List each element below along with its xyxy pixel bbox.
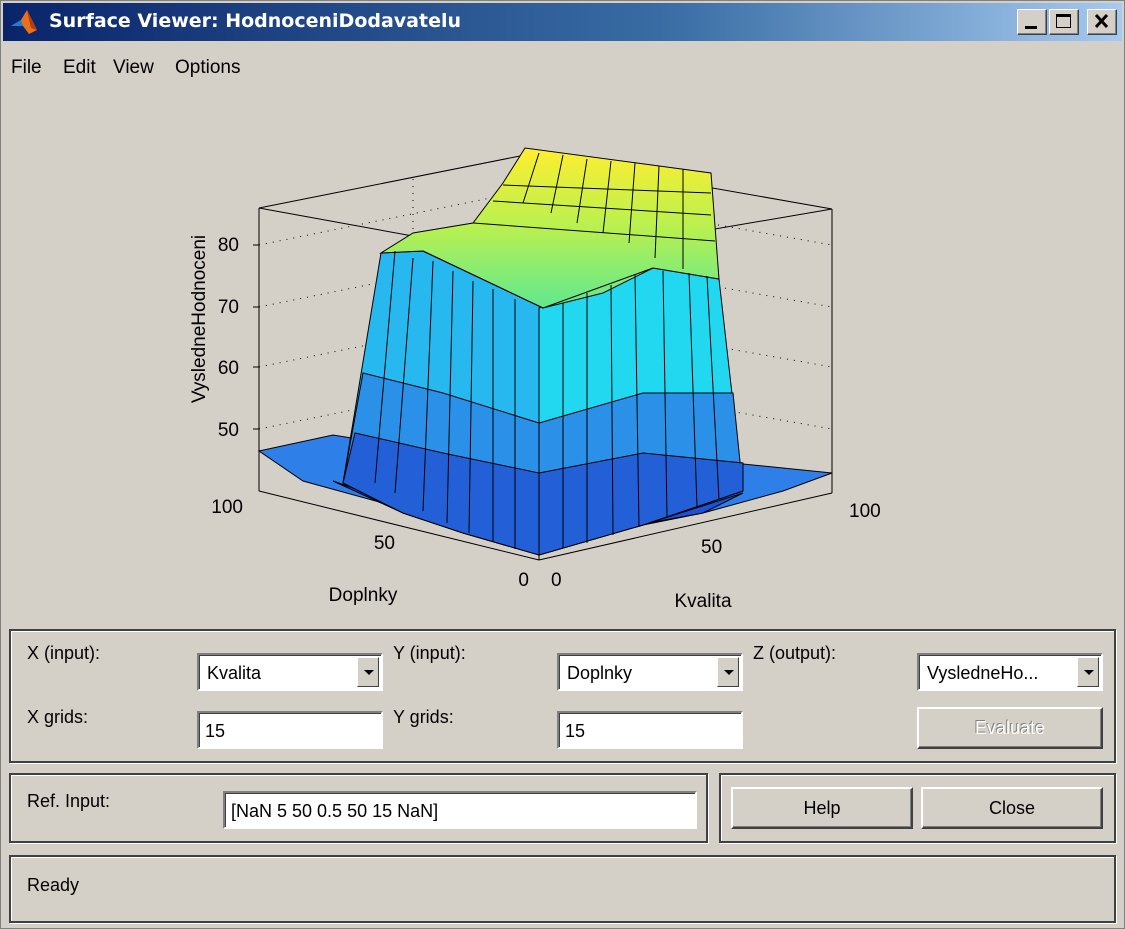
surface-plot[interactable]: 80 70 60 50 VysledneHodnoceni 0 50 100 D… bbox=[3, 93, 1122, 623]
menu-edit[interactable]: Edit bbox=[63, 57, 96, 78]
surface-right-wall-base[interactable] bbox=[538, 452, 744, 556]
ref-input-label: Ref. Input: bbox=[27, 791, 111, 811]
z-output-dropdown[interactable]: VysledneHo... bbox=[917, 653, 1103, 691]
y-input-label: Y (input): bbox=[393, 643, 466, 663]
window-title: Surface Viewer: HodnoceniDodavatelu bbox=[49, 10, 462, 32]
x-grids-value: 15 bbox=[205, 721, 226, 741]
x-tick-0: 0 bbox=[551, 570, 562, 591]
z-tick-80: 80 bbox=[218, 235, 239, 256]
y-grids-label: Y grids: bbox=[393, 707, 454, 727]
y-input-value: Doplnky bbox=[567, 663, 633, 683]
y-grids-value: 15 bbox=[565, 721, 586, 741]
z-tick-70: 70 bbox=[218, 297, 239, 318]
x-input-value: Kvalita bbox=[207, 663, 262, 683]
input-selection-panel: X (input): Kvalita Y (input): Doplnky Z … bbox=[9, 629, 1116, 763]
x-input-label: X (input): bbox=[27, 643, 101, 663]
maximize-button[interactable] bbox=[1049, 9, 1079, 35]
action-buttons-panel: Help Close bbox=[719, 773, 1116, 843]
z-tick-60: 60 bbox=[218, 358, 239, 379]
y-tick-0: 0 bbox=[518, 570, 529, 591]
y-tick-50: 50 bbox=[374, 533, 395, 554]
surface-plot-area[interactable]: 80 70 60 50 VysledneHodnoceni 0 50 100 D… bbox=[3, 93, 1122, 623]
ref-input-panel: Ref. Input: [NaN 5 50 0.5 50 15 NaN] bbox=[9, 773, 708, 843]
surface-mesh bbox=[374, 152, 720, 549]
z-tick-marks bbox=[253, 244, 259, 430]
y-axis-label: Doplnky bbox=[329, 585, 398, 606]
chevron-down-icon[interactable] bbox=[357, 657, 379, 687]
menu-view[interactable]: View bbox=[113, 57, 154, 78]
z-tick-50: 50 bbox=[218, 420, 239, 441]
x-grids-label: X grids: bbox=[27, 707, 89, 727]
ref-input-field[interactable]: [NaN 5 50 0.5 50 15 NaN] bbox=[223, 791, 697, 829]
menu-file[interactable]: File bbox=[11, 57, 42, 78]
x-grids-field[interactable]: 15 bbox=[197, 711, 383, 749]
matlab-logo-icon bbox=[11, 10, 37, 34]
x-axis-label: Kvalita bbox=[674, 591, 731, 612]
y-input-dropdown[interactable]: Doplnky bbox=[557, 653, 743, 691]
close-icon bbox=[1094, 13, 1109, 29]
y-grids-field[interactable]: 15 bbox=[557, 711, 743, 749]
maximize-icon bbox=[1056, 14, 1071, 28]
help-button[interactable]: Help bbox=[731, 787, 913, 829]
title-bar[interactable]: Surface Viewer: HodnoceniDodavatelu bbox=[3, 3, 1122, 41]
z-output-value: VysledneHo... bbox=[927, 663, 1039, 683]
y-tick-100: 100 bbox=[211, 497, 243, 518]
status-panel: Ready bbox=[9, 855, 1116, 923]
chevron-down-icon[interactable] bbox=[717, 657, 739, 687]
x-tick-50: 50 bbox=[701, 537, 722, 558]
minimize-button[interactable] bbox=[1017, 9, 1047, 35]
minimize-icon bbox=[1025, 26, 1037, 29]
x-tick-100: 100 bbox=[849, 501, 881, 522]
chevron-down-icon[interactable] bbox=[1077, 657, 1099, 687]
close-window-button[interactable] bbox=[1087, 9, 1117, 35]
evaluate-button[interactable]: Evaluate bbox=[917, 707, 1103, 749]
z-output-label: Z (output): bbox=[753, 643, 837, 663]
close-button[interactable]: Close bbox=[921, 787, 1103, 829]
menu-options[interactable]: Options bbox=[175, 57, 241, 78]
ref-input-value: [NaN 5 50 0.5 50 15 NaN] bbox=[231, 801, 439, 821]
x-input-dropdown[interactable]: Kvalita bbox=[197, 653, 383, 691]
status-text: Ready bbox=[27, 875, 80, 895]
z-axis-label: VysledneHodnoceni bbox=[189, 235, 210, 403]
